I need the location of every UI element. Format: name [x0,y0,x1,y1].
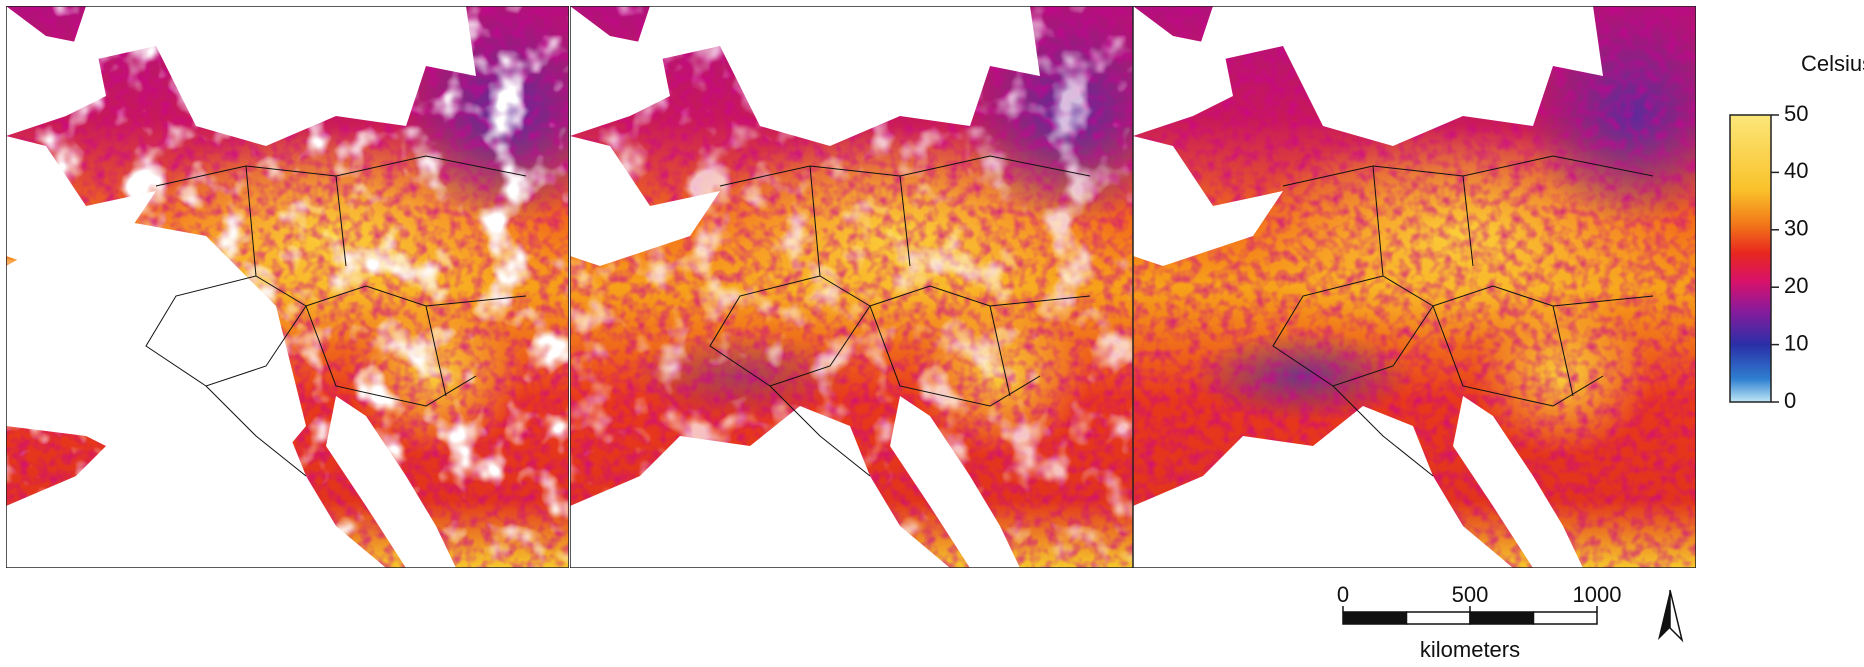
scale-segment [1405,611,1471,625]
legend-tick-label: 0 [1784,388,1796,413]
scale-bar: kilometers 0 500 1000 [1337,582,1622,662]
scale-unit: kilometers [1420,637,1520,662]
sea [1133,6,1696,266]
color-bar [1729,114,1772,403]
scale-tick-label: 500 [1452,582,1489,607]
scale-tick-label: 0 [1337,582,1349,607]
legend-tick-label: 10 [1784,330,1808,355]
sea [1133,396,1583,568]
borders [709,155,1091,477]
cloud-mask [6,216,306,486]
cloud-mask [570,6,1133,568]
borders [1272,155,1654,477]
scale-segment [1532,611,1598,625]
legend-tick-label: 50 [1784,101,1808,126]
north-arrow [1658,589,1684,643]
scale-segment [1342,611,1408,625]
scale-tick-label: 1000 [1573,582,1622,607]
scale-segment [1469,611,1535,625]
legend-title: Celsius [1801,51,1864,76]
map-panel [6,6,569,568]
legend-tick-label: 40 [1784,158,1808,183]
map-panels [6,6,1696,568]
borders [145,155,527,477]
map-panel [570,6,1133,568]
map-panel [1133,6,1696,568]
legend-tick-label: 30 [1784,216,1808,241]
legend-tick-label: 20 [1784,273,1808,298]
color-legend: Celsius 0 10 20 30 40 50 [1729,51,1864,413]
